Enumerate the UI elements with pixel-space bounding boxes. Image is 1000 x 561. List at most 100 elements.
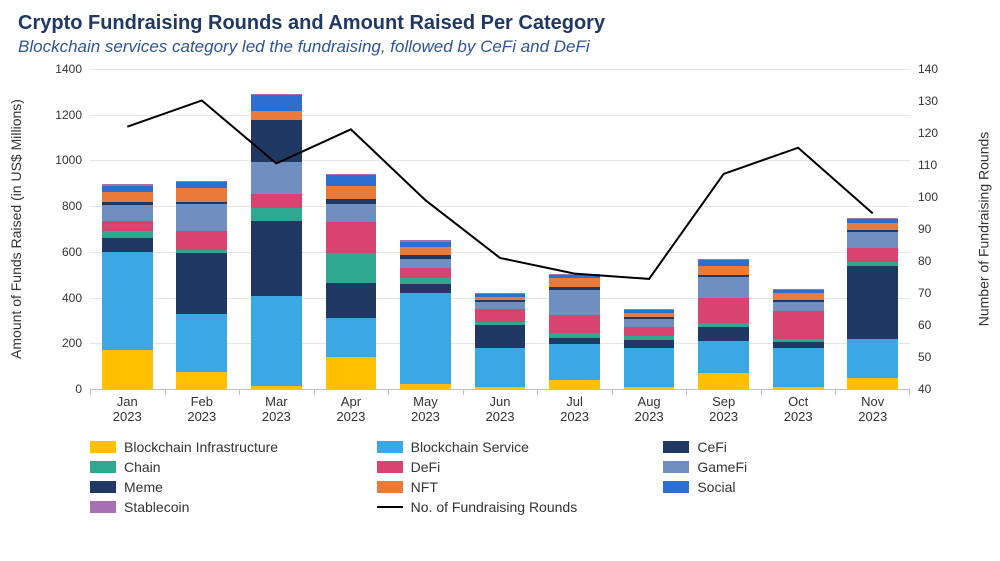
bar-segment-blockchain_service (847, 339, 898, 378)
y-tick-left: 1000 (55, 153, 82, 167)
legend-swatch (90, 501, 116, 513)
y-tick-right: 120 (918, 126, 938, 140)
legend-item: Stablecoin (90, 499, 369, 515)
legend-label: CeFi (697, 439, 727, 455)
legend-swatch (663, 441, 689, 453)
bar-segment-blockchain_infra (400, 384, 451, 389)
x-tick-label: Jul 2023 (560, 395, 589, 425)
x-tick-label: Sep 2023 (709, 395, 738, 425)
legend-item: DeFi (377, 459, 656, 475)
legend-label: NFT (411, 479, 438, 495)
y-tick-right: 60 (918, 318, 931, 332)
bar-segment-cefi (549, 338, 600, 345)
y-tick-right: 80 (918, 254, 931, 268)
bar-segment-blockchain_service (475, 348, 526, 387)
bar-segment-cefi (624, 340, 675, 348)
y-tick-left: 200 (62, 336, 82, 350)
bar-segment-chain (549, 333, 600, 338)
line-series-svg (90, 69, 910, 331)
legend-item: Social (663, 479, 942, 495)
y-tick-left: 0 (75, 382, 82, 396)
rounds-line (127, 100, 872, 278)
bar-segment-blockchain_infra (698, 373, 749, 389)
legend-item: Blockchain Infrastructure (90, 439, 369, 455)
y-axis-right-label: Number of Fundraising Rounds (976, 132, 992, 327)
y-tick-right: 50 (918, 350, 931, 364)
y-tick-right: 110 (918, 158, 937, 172)
legend-label: Blockchain Service (411, 439, 529, 455)
bar-segment-blockchain_infra (251, 386, 302, 389)
legend-label: Social (697, 479, 735, 495)
x-tick-mark (463, 389, 464, 395)
x-tick-label: Apr 2023 (336, 395, 365, 425)
x-tick-mark (909, 389, 910, 395)
x-tick-mark (90, 389, 91, 395)
y-tick-left: 800 (62, 199, 82, 213)
x-tick-mark (314, 389, 315, 395)
gridline (90, 389, 910, 390)
y-axis-left-label: Amount of Funds Raised (in US$ Millions) (8, 99, 24, 359)
bar-segment-blockchain_service (773, 348, 824, 387)
bar-segment-cefi (773, 342, 824, 348)
y-tick-right: 100 (918, 190, 938, 204)
y-tick-left: 400 (62, 291, 82, 305)
legend-item: Blockchain Service (377, 439, 656, 455)
legend-label: GameFi (697, 459, 747, 475)
plot-area: Jan 2023Feb 2023Mar 2023Apr 2023May 2023… (90, 69, 910, 390)
bar-segment-blockchain_infra (326, 357, 377, 389)
bar-segment-blockchain_infra (176, 372, 227, 389)
bar-segment-blockchain_infra (773, 387, 824, 389)
legend-item: NFT (377, 479, 656, 495)
x-tick-mark (761, 389, 762, 395)
y-tick-right: 90 (918, 222, 931, 236)
legend-swatch (377, 441, 403, 453)
x-tick-mark (835, 389, 836, 395)
legend-line-swatch (377, 506, 403, 508)
bar-segment-blockchain_infra (549, 380, 600, 389)
legend-swatch (663, 481, 689, 493)
legend-swatch (90, 481, 116, 493)
legend-swatch (663, 461, 689, 473)
y-tick-left: 1400 (55, 62, 82, 76)
bar-segment-chain (773, 339, 824, 342)
x-tick-label: Nov 2023 (858, 395, 887, 425)
bar-segment-blockchain_infra (847, 378, 898, 389)
legend-label: DeFi (411, 459, 441, 475)
legend-label: Blockchain Infrastructure (124, 439, 278, 455)
y-tick-right: 140 (918, 62, 938, 76)
chart-subtitle: Blockchain services category led the fun… (18, 37, 982, 57)
legend-item: GameFi (663, 459, 942, 475)
x-tick-mark (612, 389, 613, 395)
y-tick-right: 40 (918, 382, 931, 396)
legend-item: Meme (90, 479, 369, 495)
x-tick-mark (239, 389, 240, 395)
legend-swatch (90, 461, 116, 473)
x-tick-mark (537, 389, 538, 395)
bar-segment-blockchain_service (549, 344, 600, 379)
x-tick-label: May 2023 (411, 395, 440, 425)
legend-label: Chain (124, 459, 161, 475)
legend-swatch (377, 461, 403, 473)
x-tick-mark (165, 389, 166, 395)
legend-swatch (90, 441, 116, 453)
x-tick-label: Feb 2023 (187, 395, 216, 425)
bar-segment-blockchain_service (698, 341, 749, 373)
legend: Blockchain Infrastructure Blockchain Serv… (90, 439, 942, 515)
legend-item: No. of Fundraising Rounds (377, 499, 656, 515)
bar-segment-blockchain_service (624, 348, 675, 387)
chart-title: Crypto Fundraising Rounds and Amount Rai… (18, 12, 982, 35)
chart-container: Crypto Fundraising Rounds and Amount Rai… (0, 0, 1000, 561)
legend-item: CeFi (663, 439, 942, 455)
legend-swatch (377, 481, 403, 493)
x-tick-mark (388, 389, 389, 395)
bar-segment-chain (624, 336, 675, 339)
chart-shell: Amount of Funds Raised (in US$ Millions)… (18, 69, 982, 389)
x-tick-label: Aug 2023 (635, 395, 664, 425)
bar-segment-blockchain_infra (475, 387, 526, 389)
bar-segment-blockchain_infra (102, 350, 153, 389)
x-tick-mark (686, 389, 687, 395)
y-tick-left: 600 (62, 245, 82, 259)
bar-segment-blockchain_infra (624, 387, 675, 389)
legend-item: Chain (90, 459, 369, 475)
legend-label: No. of Fundraising Rounds (411, 499, 578, 515)
